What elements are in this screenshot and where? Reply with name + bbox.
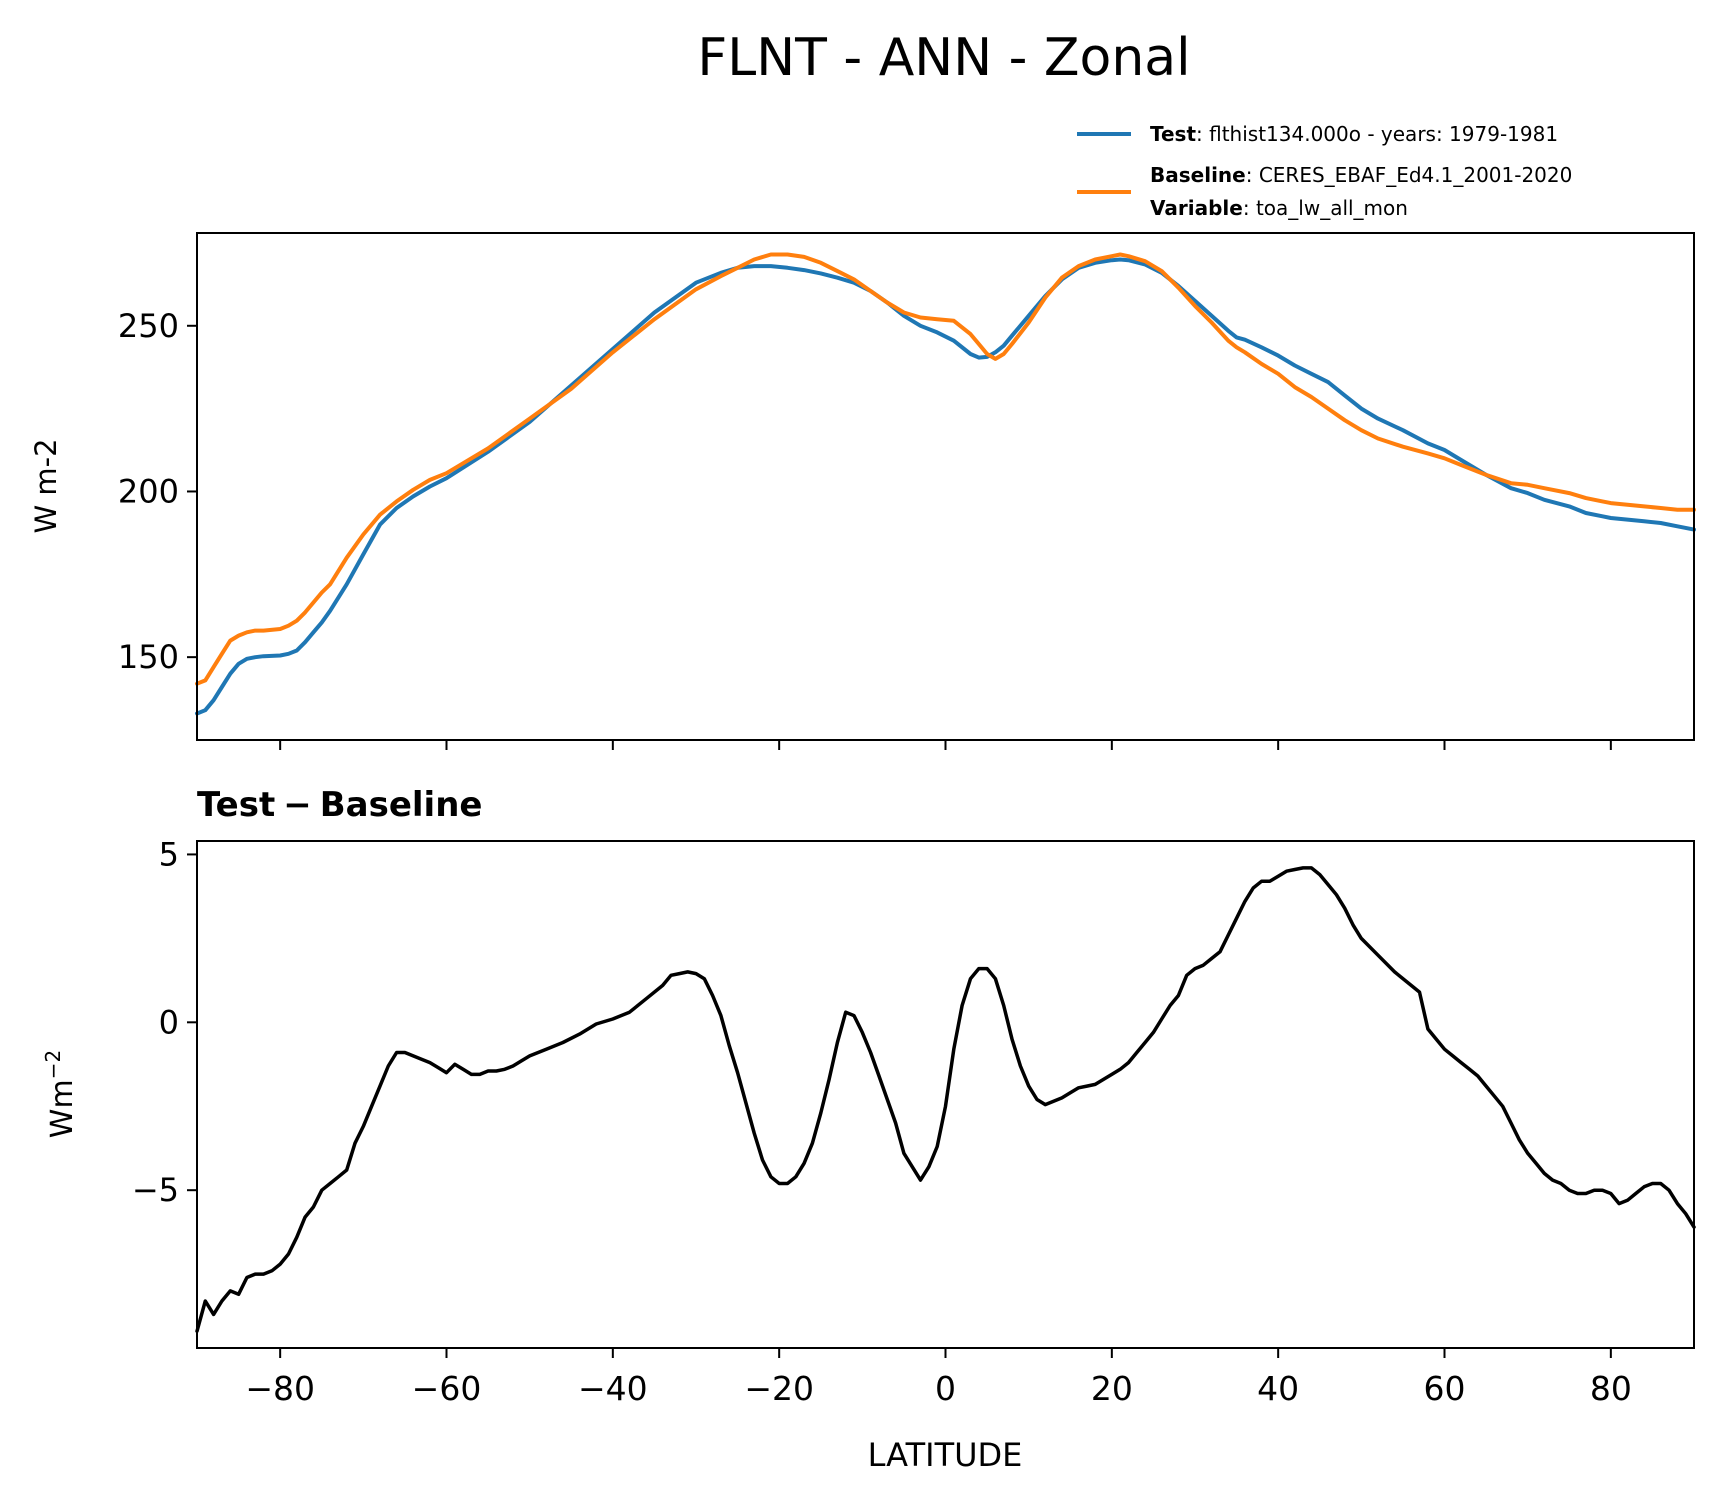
bottom-panel-ticks: −80 −60 −40 −20 0 20 40 60 80 −5 0 5 xyxy=(132,835,1632,1408)
bottom-panel-ylabel-base: Wm xyxy=(45,1079,80,1138)
bottom-xtick-label: 0 xyxy=(935,1369,956,1408)
bottom-ytick-label: −5 xyxy=(132,1171,179,1209)
bottom-xtick-label: −40 xyxy=(578,1369,648,1408)
top-panel-frame xyxy=(196,232,1695,741)
bottom-ytick-label: 0 xyxy=(159,1003,179,1041)
bottom-xtick-label: 80 xyxy=(1590,1369,1632,1408)
legend-test-text: : flthist134.000o - years: 1979-1981 xyxy=(1196,122,1558,146)
legend: Test: flthist134.000o - years: 1979-1981… xyxy=(1077,122,1572,220)
legend-variable-label: Variable xyxy=(1150,196,1243,220)
bottom-panel-lines xyxy=(195,866,1696,1333)
bottom-xtick-label: −60 xyxy=(412,1369,482,1408)
bottom-panel: Test − Baseline −80 −60 −40 −20 0 20 40 60 80−505 … xyxy=(41,785,1696,1474)
bottom-panel-title-op: − xyxy=(283,785,312,825)
bottom-panel-title: Test − Baseline xyxy=(197,785,482,825)
top-ytick-label: 250 xyxy=(118,307,179,345)
legend-test-label: Test xyxy=(1150,122,1196,146)
legend-baseline-entry: Baseline: CERES_EBAF_Ed4.1_2001-2020 xyxy=(1150,163,1572,187)
top-series-line-1 xyxy=(195,257,1696,716)
bottom-xtick-label: −20 xyxy=(744,1369,814,1408)
top-panel: 150 200 250 W m-2 xyxy=(29,232,1696,750)
bottom-xtick-label: 60 xyxy=(1424,1369,1466,1408)
top-panel-lines xyxy=(195,252,1696,716)
top-panel-ticks: 150 200 250 xyxy=(118,307,1612,750)
bottom-panel-title-left: Test xyxy=(197,785,275,825)
bottom-panel-frame xyxy=(196,840,1695,1349)
top-panel-ylabel: W m-2 xyxy=(29,438,63,533)
top-ytick-label: 150 xyxy=(118,638,179,676)
bottom-panel-title-right: Baseline xyxy=(320,785,483,825)
figure-title: FLNT - ANN - Zonal xyxy=(697,28,1190,88)
bottom-series-line-1 xyxy=(195,866,1696,1333)
bottom-xtick-label: −80 xyxy=(245,1369,315,1408)
top-ytick-label: 200 xyxy=(118,472,179,510)
legend-variable-entry: Variable: toa_lw_all_mon xyxy=(1150,196,1408,220)
bottom-panel-ylabel-exp: −2 xyxy=(41,1050,65,1079)
legend-baseline-label: Baseline xyxy=(1150,163,1246,187)
bottom-xtick-label: 20 xyxy=(1091,1369,1133,1408)
legend-test-entry: Test: flthist134.000o - years: 1979-1981 xyxy=(1150,122,1558,146)
bottom-panel-ylabel: Wm−2 xyxy=(41,1050,80,1138)
top-series-line-2 xyxy=(195,252,1696,686)
legend-baseline-text: : CERES_EBAF_Ed4.1_2001-2020 xyxy=(1246,163,1573,187)
bottom-xtick-label: 40 xyxy=(1257,1369,1299,1408)
bottom-ytick-label: 5 xyxy=(159,835,179,873)
legend-variable-text: : toa_lw_all_mon xyxy=(1243,196,1408,220)
bottom-panel-xlabel: LATITUDE xyxy=(868,1436,1023,1474)
